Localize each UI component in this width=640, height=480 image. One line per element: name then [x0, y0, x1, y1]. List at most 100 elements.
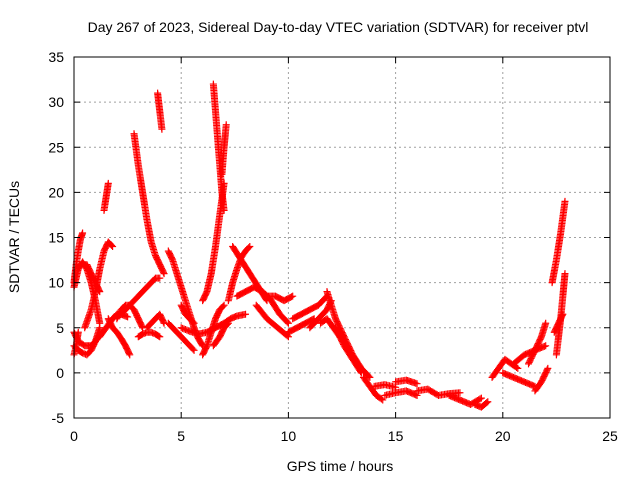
data-point	[158, 125, 166, 133]
series-arc-39	[370, 381, 400, 391]
y-tick-label: 5	[56, 320, 64, 336]
data-point	[219, 302, 227, 310]
data-point	[138, 322, 146, 330]
series-arc-31	[263, 292, 297, 305]
series-arc-13	[130, 130, 168, 278]
series-arc-46	[499, 369, 539, 390]
x-tick-label: 25	[602, 428, 618, 444]
series-arc-10	[104, 315, 134, 359]
y-tick-label: 0	[56, 365, 64, 381]
series-arc-36	[323, 288, 374, 381]
data-point	[379, 396, 387, 404]
data-point	[558, 312, 566, 320]
data-point	[513, 363, 521, 371]
data-point	[366, 373, 374, 381]
series-arc-40	[381, 387, 421, 399]
data-point	[242, 310, 250, 318]
x-tick-label: 10	[281, 428, 297, 444]
data-point	[124, 313, 132, 321]
data-point	[156, 274, 164, 282]
series-arc-20	[177, 301, 198, 327]
data-point	[220, 206, 228, 214]
series-arc-26	[220, 310, 250, 327]
data-point	[79, 229, 87, 237]
grid	[74, 57, 610, 418]
data-point	[104, 179, 112, 187]
data-point	[561, 270, 569, 278]
data-point	[477, 394, 485, 402]
data-point	[155, 332, 163, 340]
data-point	[542, 319, 550, 327]
data-point	[357, 369, 365, 377]
data-point	[559, 310, 567, 318]
series-arc-29	[233, 283, 292, 327]
series-arc-37	[332, 324, 365, 377]
series-arc-24	[199, 301, 228, 359]
data-point	[284, 319, 292, 327]
data-point	[289, 292, 297, 300]
data-point	[74, 328, 82, 336]
series-arc-12	[117, 274, 164, 318]
data-point	[544, 364, 552, 372]
data-point	[413, 380, 421, 388]
ticks: 0 5 10 15 20 25 -5 0 5 10 15 20 25 30 35	[48, 49, 618, 444]
series-arc-02	[70, 229, 87, 287]
data-point	[222, 121, 230, 129]
data-point	[109, 243, 117, 251]
series-arc-38	[359, 373, 387, 404]
data-point	[190, 346, 198, 354]
series-arc-52	[550, 310, 567, 336]
data-point	[159, 268, 167, 276]
chart-title: Day 267 of 2023, Sidereal Day-to-day VTE…	[88, 19, 589, 35]
x-tick-label: 0	[70, 428, 78, 444]
data-point	[96, 288, 104, 296]
x-axis-title: GPS time / hours	[287, 458, 394, 474]
series-arc-33	[289, 292, 331, 323]
series-arc-44	[471, 398, 492, 411]
data-point	[542, 342, 550, 350]
data-point	[245, 244, 253, 252]
data-point	[514, 364, 522, 372]
series-arc-07	[83, 261, 104, 296]
data-point	[96, 324, 104, 332]
y-tick-label: 30	[48, 94, 64, 110]
series-arc-18	[164, 319, 198, 354]
series-arc-30	[252, 301, 292, 341]
data-point	[156, 333, 164, 341]
data-point	[283, 332, 291, 340]
series-arc-09	[100, 179, 112, 214]
data-point	[543, 366, 551, 374]
series-arc-15	[143, 310, 168, 332]
data-point	[365, 372, 373, 380]
series-arc-06	[81, 238, 117, 332]
data-point	[476, 395, 484, 403]
y-tick-label: 25	[48, 139, 64, 155]
data-point	[484, 398, 492, 406]
data-point	[287, 293, 295, 301]
y-tick-label: 15	[48, 230, 64, 246]
series-arc-14	[134, 328, 164, 341]
y-tick-label: 20	[48, 184, 64, 200]
series-arc-49	[531, 364, 552, 395]
data-point	[160, 270, 168, 278]
data-point	[159, 318, 167, 326]
series-arc-41	[392, 376, 421, 388]
y-axis-title: SDTVAR / TECUs	[6, 181, 22, 293]
data-point	[189, 345, 197, 353]
series-arc-48	[525, 319, 550, 368]
x-tick-label: 15	[388, 428, 404, 444]
data-point	[456, 389, 464, 397]
y-tick-label: 10	[48, 275, 64, 291]
x-tick-label: 20	[495, 428, 511, 444]
data-point	[95, 286, 103, 294]
data-point	[377, 395, 385, 403]
data-point	[220, 301, 228, 309]
series-arc-23	[218, 121, 230, 178]
series-arc-25	[209, 319, 232, 350]
series-arc-45	[488, 355, 522, 381]
series-arc-50	[548, 197, 569, 287]
data-point	[246, 243, 254, 251]
data-point	[126, 351, 134, 359]
series-arc-32	[284, 315, 318, 336]
data-point	[483, 399, 491, 407]
